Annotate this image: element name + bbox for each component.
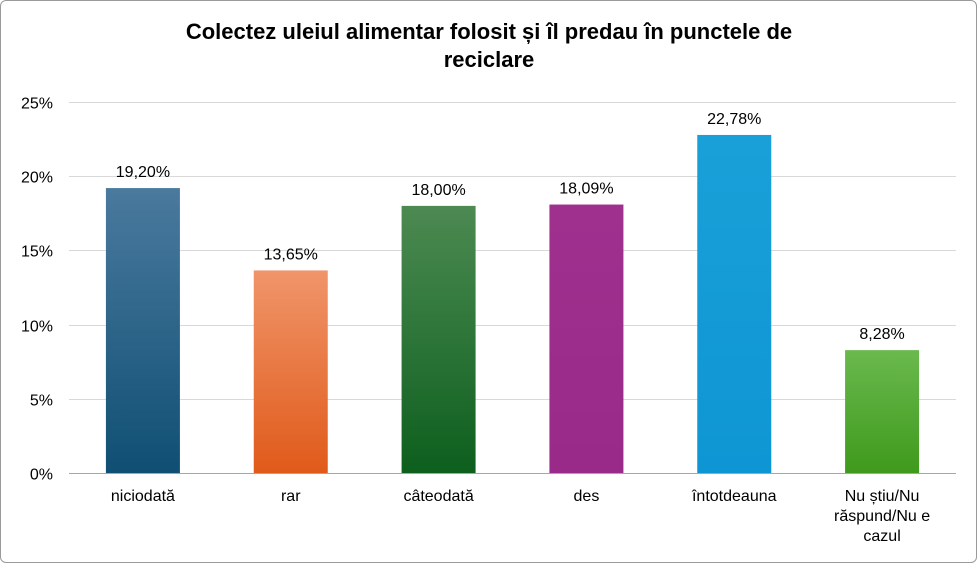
gridlines [69,102,956,474]
y-tick-label: 25% [21,96,53,113]
bar [253,270,328,473]
y-tick-label: 5% [30,393,53,410]
data-label: 19,20% [116,164,170,181]
data-label: 18,00% [411,182,465,199]
data-label: 18,09% [559,181,613,198]
data-label: 22,78% [707,111,761,128]
bar [105,188,180,473]
x-category-label: des [574,488,600,505]
y-tick-label: 10% [21,319,53,336]
chart-title-line-1: Colectez uleiul alimentar folosit și îl … [186,19,792,44]
x-category-label: niciodată [111,488,175,505]
y-tick-label: 15% [21,244,53,261]
bar [697,134,772,473]
x-category-label: cazul [863,528,900,545]
data-labels: 19,20% 13,65% 18,00% 18,09% 22,78% 8,28% [116,111,905,343]
x-category-label: rar [281,488,301,505]
y-tick-label: 20% [21,170,53,187]
x-category-label: întotdeauna [691,488,777,505]
bar [845,350,920,473]
bar [549,204,624,473]
x-category-label: câteodată [403,488,473,505]
data-label: 8,28% [859,326,904,343]
x-category-label: răspund/Nu e [834,508,930,525]
chart-title-line-2: reciclare [444,47,535,72]
y-axis-ticks: 0% 5% 10% 15% 20% 25% [21,96,53,484]
x-category-label: Nu știu/Nu [845,488,920,505]
x-axis-categories: niciodată rar câteodată des întotdeauna Nu șt… [111,488,930,545]
bars [105,134,920,473]
bar [401,205,476,473]
y-tick-label: 0% [30,467,53,484]
data-label: 13,65% [264,246,318,263]
